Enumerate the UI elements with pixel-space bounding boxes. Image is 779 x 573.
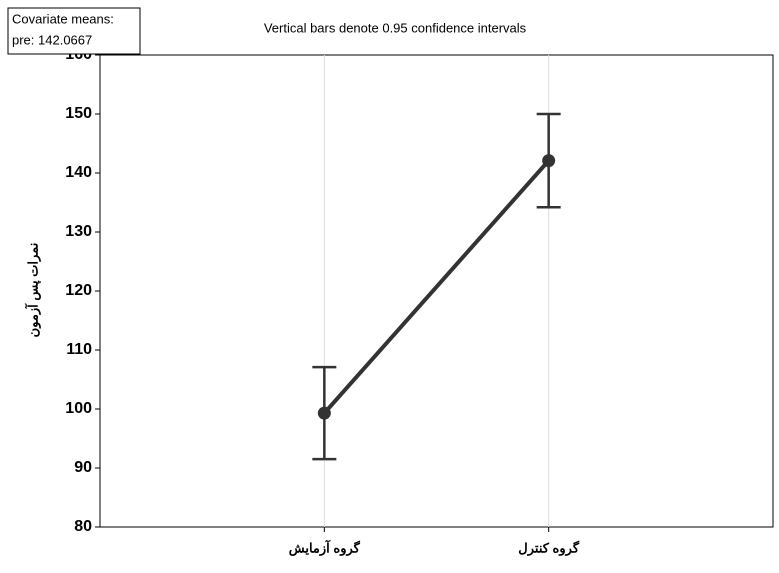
y-tick-label: 120 — [65, 282, 92, 299]
y-axis-label: نمرات پس آزمون — [24, 243, 41, 338]
point — [542, 154, 555, 167]
annotation-line: pre: 142.0667 — [12, 32, 92, 47]
y-tick-label: 90 — [74, 459, 92, 476]
chart: Vertical bars denote 0.95 confidence int… — [0, 0, 779, 573]
y-tick-label: 130 — [65, 223, 92, 240]
y-tick-label: 80 — [74, 518, 92, 535]
y-tick-label: 110 — [66, 341, 92, 358]
y-tick-label: 100 — [65, 400, 92, 417]
line — [324, 161, 548, 414]
y-tick-label: 140 — [65, 164, 92, 181]
chart-title: Vertical bars denote 0.95 confidence int… — [264, 20, 527, 35]
y-tick-label: 150 — [65, 105, 92, 122]
x-tick-label: گروه کنترل — [518, 539, 580, 556]
point — [318, 407, 331, 420]
x-tick-label: گروه آزمایش — [289, 539, 361, 556]
plot-area — [100, 55, 773, 527]
annotation-line: Covariate means: — [12, 11, 114, 26]
